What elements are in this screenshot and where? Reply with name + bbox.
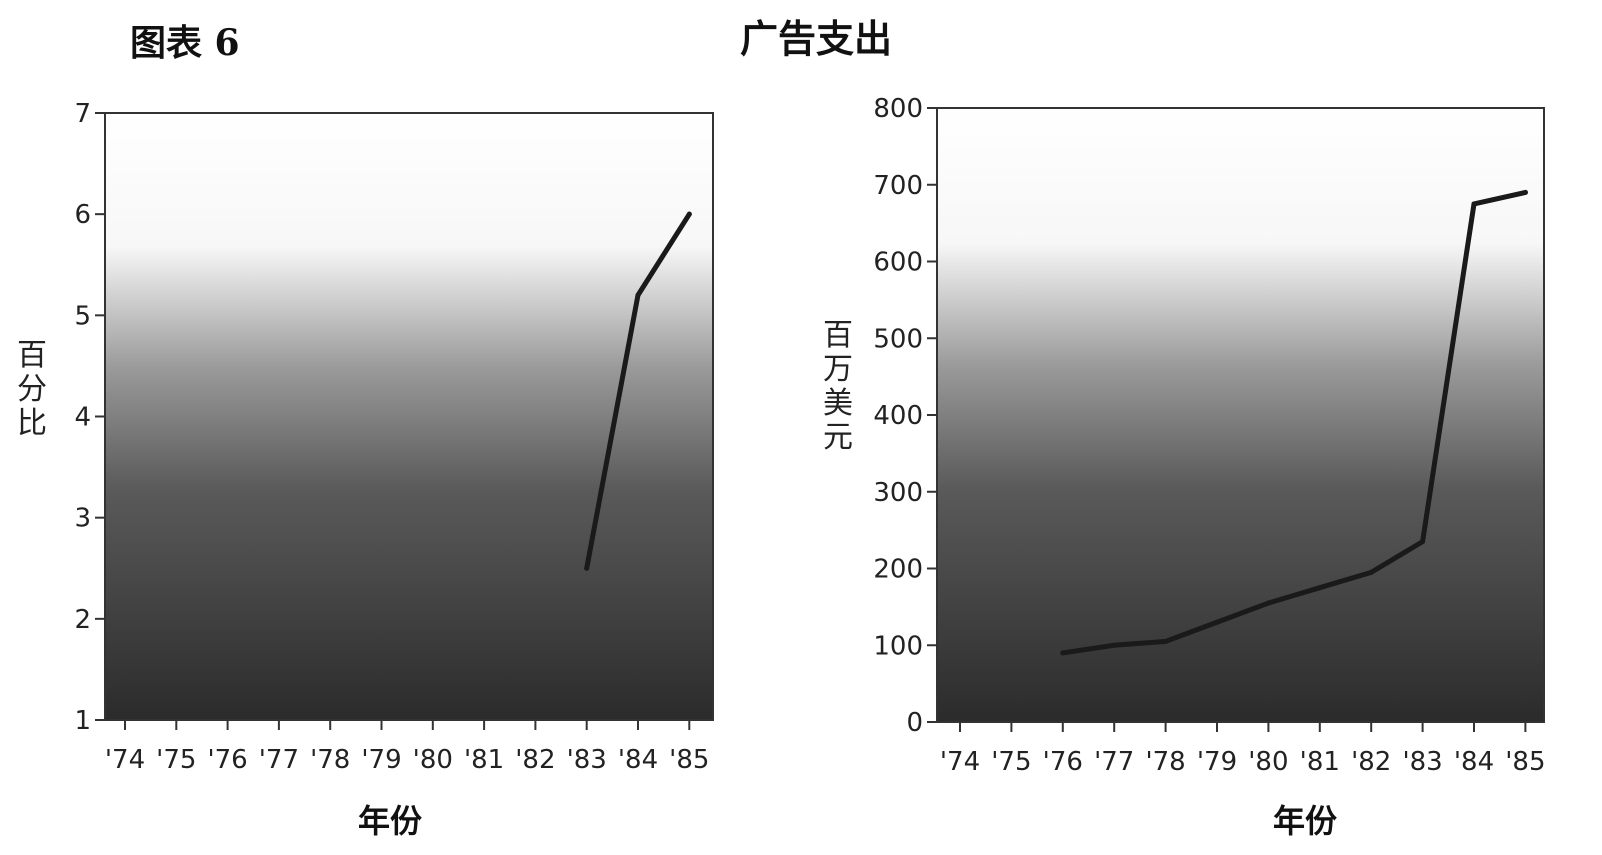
y-tick-label: 7 [74, 99, 91, 129]
y-tick-label: 700 [873, 171, 923, 201]
data-point [1317, 585, 1323, 591]
data-point [686, 211, 692, 217]
x-tick-label: '78 [1145, 747, 1185, 777]
figure-label: 图表 6 [130, 22, 240, 64]
x-tick-label: '77 [259, 745, 299, 775]
chart-percent: 1 2 3 4 5 6 7 '74 '75 '76 '77 '78 '79 '80 '81 '82 '83 '84… [17, 99, 714, 840]
x-tick-label: '84 [1454, 747, 1494, 777]
y-tick-label: 6 [74, 200, 91, 230]
x-tick-label: '81 [1300, 747, 1340, 777]
y-tick-label: 600 [873, 248, 923, 278]
x-tick-label: '75 [991, 747, 1031, 777]
data-point [1471, 201, 1477, 207]
y-axis-title-char: 美 [823, 386, 853, 421]
y-axis-title-char: 比 [17, 406, 47, 441]
data-point [1265, 600, 1271, 606]
y-tick-label: 1 [74, 706, 91, 736]
y-axis-title-char: 分 [17, 372, 47, 407]
series-line [1060, 189, 1528, 656]
x-tick-label: '75 [156, 745, 196, 775]
plot-area [937, 108, 1544, 722]
x-tick-label: '81 [464, 745, 504, 775]
y-tick-label: 500 [873, 324, 923, 354]
y-tick-label: 5 [74, 301, 91, 331]
x-tick-label: '85 [1505, 747, 1545, 777]
y-axis-title-char: 万 [823, 352, 853, 387]
main-title: 广告支出 [740, 16, 893, 61]
y-tick-label: 0 [906, 708, 923, 738]
x-tick-label: '79 [361, 745, 401, 775]
x-tick-label: '82 [515, 745, 555, 775]
x-tick-label: '78 [310, 745, 350, 775]
x-axis-title: 年份 [358, 802, 422, 840]
y-tick-label: 3 [74, 504, 91, 534]
x-tick-label: '85 [669, 745, 709, 775]
data-point [1522, 189, 1528, 195]
y-tick-label: 400 [873, 401, 923, 431]
x-tick-label: '76 [1043, 747, 1083, 777]
data-point [1420, 539, 1426, 545]
y-axis-title-char: 元 [823, 420, 853, 455]
x-tick-label: '77 [1094, 747, 1134, 777]
x-tick-label: '83 [567, 745, 607, 775]
y-tick-label: 300 [873, 478, 923, 508]
data-point [1163, 638, 1169, 644]
x-axis-title: 年份 [1273, 802, 1337, 840]
x-tick-label: '80 [413, 745, 453, 775]
y-tick-label: 100 [873, 631, 923, 661]
data-point [584, 565, 590, 571]
plot-area [105, 113, 713, 720]
x-tick-label: '76 [207, 745, 247, 775]
x-tick-label: '80 [1248, 747, 1288, 777]
x-tick-label: '83 [1402, 747, 1442, 777]
data-point [1368, 569, 1374, 575]
y-axis-title-char: 百 [17, 338, 47, 373]
data-point [1214, 619, 1220, 625]
x-tick-label: '82 [1351, 747, 1391, 777]
chart-million-usd: 0 100 200 300 400 500 600 700 800 '74 '75 '76 '77 '78… [823, 94, 1546, 840]
x-tick-label: '74 [940, 747, 980, 777]
y-tick-label: 200 [873, 555, 923, 585]
data-point [1111, 642, 1117, 648]
y-tick-label: 4 [74, 403, 91, 433]
y-tick-label: 2 [74, 605, 91, 635]
y-axis-title-char: 百 [823, 318, 853, 353]
x-tick-label: '84 [618, 745, 658, 775]
x-tick-label: '79 [1197, 747, 1237, 777]
data-point [1060, 650, 1066, 656]
x-tick-label: '74 [105, 745, 145, 775]
y-tick-label: 800 [873, 94, 923, 124]
data-point [635, 292, 641, 298]
